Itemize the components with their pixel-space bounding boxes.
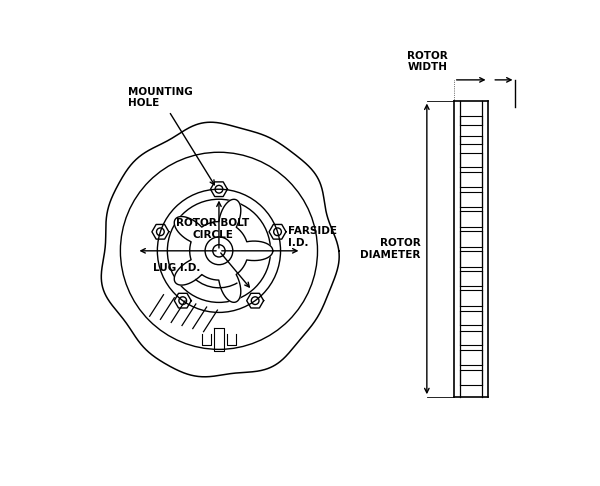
Text: ROTOR
WIDTH: ROTOR WIDTH xyxy=(407,51,448,72)
Text: ROTOR
DIAMETER: ROTOR DIAMETER xyxy=(361,238,421,260)
Text: MOUNTING
HOLE: MOUNTING HOLE xyxy=(128,87,214,185)
Text: FARSIDE
I.D.: FARSIDE I.D. xyxy=(288,226,337,248)
Text: ROTOR BOLT
CIRCLE: ROTOR BOLT CIRCLE xyxy=(176,219,250,240)
Polygon shape xyxy=(174,199,273,302)
Text: LUG I.D.: LUG I.D. xyxy=(153,263,200,273)
